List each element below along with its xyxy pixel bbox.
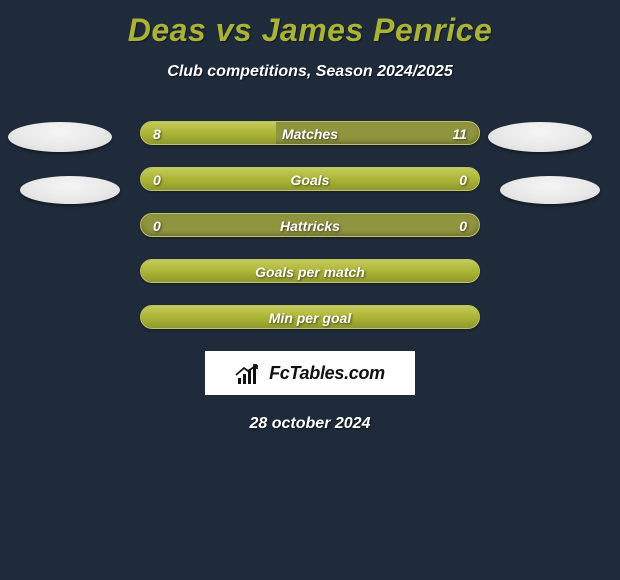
stat-bar: Goals per match bbox=[140, 259, 480, 283]
decor-ellipse bbox=[488, 122, 592, 152]
decor-ellipse bbox=[20, 176, 120, 204]
logo-text: FcTables.com bbox=[269, 363, 385, 384]
stat-bar: 00Goals bbox=[140, 167, 480, 191]
decor-ellipse bbox=[500, 176, 600, 204]
bar-label: Goals per match bbox=[141, 260, 479, 283]
bar-label: Min per goal bbox=[141, 306, 479, 329]
logo-chart-icon bbox=[235, 362, 263, 384]
bar-label: Hattricks bbox=[141, 214, 479, 237]
bar-label: Goals bbox=[141, 168, 479, 191]
stat-bar: Min per goal bbox=[140, 305, 480, 329]
bar-label: Matches bbox=[141, 122, 479, 145]
page-title: Deas vs James Penrice bbox=[0, 0, 620, 49]
decor-ellipse bbox=[8, 122, 112, 152]
subtitle: Club competitions, Season 2024/2025 bbox=[0, 63, 620, 81]
stat-bar: 811Matches bbox=[140, 121, 480, 145]
logo-arrow-icon bbox=[235, 364, 259, 376]
stat-bar: 00Hattricks bbox=[140, 213, 480, 237]
comparison-bars: 811Matches 00Goals 00Hattricks Goals per ma… bbox=[140, 121, 480, 329]
date-label: 28 october 2024 bbox=[0, 415, 620, 433]
logo-box: FcTables.com bbox=[205, 351, 415, 395]
